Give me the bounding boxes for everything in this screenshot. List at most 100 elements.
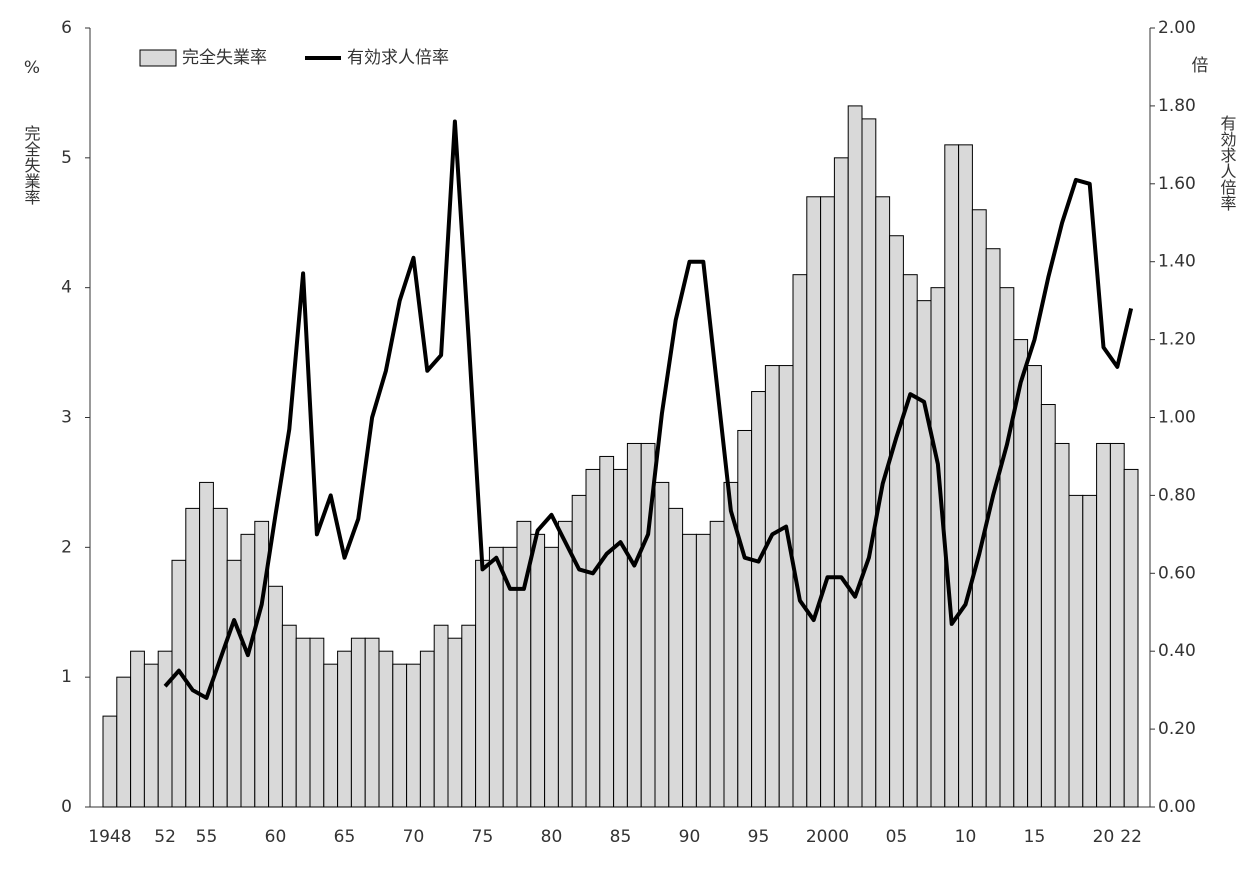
bar [944, 144, 960, 808]
y-tick-label: 6 [61, 18, 72, 38]
bar [557, 520, 573, 808]
bar [916, 300, 932, 808]
bar [1096, 442, 1111, 808]
bar [226, 559, 242, 808]
bar [806, 196, 822, 808]
y2-tick-label: 1.20 [1158, 330, 1196, 350]
bar [461, 624, 477, 808]
bar [682, 533, 697, 808]
bar [378, 650, 394, 808]
bar [778, 365, 794, 808]
x-tick-label: 2000 [806, 827, 849, 847]
bar [930, 287, 946, 808]
y2-tick-label: 0.80 [1158, 485, 1196, 505]
x-tick-label: 22 [1120, 827, 1142, 847]
bar [599, 455, 615, 808]
bar [488, 546, 504, 808]
x-tick-label: 1948 [88, 827, 131, 847]
y2-tick-label: 0.00 [1158, 797, 1196, 817]
bar [309, 637, 325, 808]
legend-label: 有効求人倍率 [347, 48, 449, 68]
y-tick-label: 2 [61, 537, 72, 557]
bar [433, 624, 449, 808]
y-tick-label: 0 [61, 797, 72, 817]
y2-tick-label: 0.20 [1158, 719, 1196, 739]
bar [130, 650, 145, 808]
y-tick-label: 5 [61, 148, 72, 168]
bar [1068, 494, 1084, 808]
bar [820, 196, 835, 808]
y2-tick-label: 1.60 [1158, 174, 1196, 194]
bar [847, 105, 863, 808]
y-tick-label: 1 [61, 667, 72, 687]
y2-tick-label: 1.40 [1158, 252, 1196, 272]
line [163, 119, 1134, 700]
x-tick-label: 05 [886, 827, 908, 847]
bar [530, 533, 546, 808]
y-tick-label: 4 [61, 278, 72, 298]
x-tick-label: 15 [1024, 827, 1046, 847]
y2-tick-label: 1.00 [1158, 408, 1196, 428]
x-tick-label: 52 [154, 827, 176, 847]
y2-tick-label: 0.40 [1158, 641, 1196, 661]
bar [185, 507, 201, 808]
bar [985, 248, 1001, 808]
bar [709, 520, 725, 808]
bar [999, 287, 1015, 808]
bar [281, 624, 297, 808]
x-tick-label: 55 [196, 827, 218, 847]
bar [350, 637, 366, 808]
x-tick-label: 20 [1093, 827, 1115, 847]
x-tick-label: 95 [748, 827, 770, 847]
bar [889, 235, 904, 808]
bar [406, 663, 421, 808]
bar [240, 533, 256, 808]
bar [544, 546, 559, 808]
bar [861, 118, 877, 808]
bar [1040, 404, 1056, 808]
bar [902, 274, 918, 808]
y2-tick-label: 2.00 [1158, 18, 1196, 38]
bar [833, 157, 849, 808]
bar [668, 507, 684, 808]
bar [751, 391, 766, 808]
bar [571, 494, 587, 808]
bar [323, 663, 339, 808]
x-tick-label: 75 [472, 827, 494, 847]
bar [102, 715, 118, 808]
x-tick-label: 10 [955, 827, 977, 847]
bar [116, 676, 132, 808]
bar [764, 365, 780, 808]
bar [737, 429, 753, 808]
legend-swatch [139, 49, 177, 67]
bar [971, 209, 987, 808]
x-tick-label: 85 [610, 827, 632, 847]
bar [654, 481, 670, 808]
bar [626, 442, 642, 808]
y2-tick-label: 1.80 [1158, 96, 1196, 116]
y-unit: % [24, 58, 40, 78]
bar [447, 637, 463, 808]
bar [1054, 442, 1070, 808]
legend-label: 完全失業率 [182, 48, 267, 68]
bar [143, 663, 159, 808]
bar [295, 637, 311, 808]
bar [419, 650, 435, 808]
x-tick-label: 80 [541, 827, 563, 847]
bar [1123, 468, 1139, 808]
bar [171, 559, 187, 808]
x-tick-label: 65 [334, 827, 356, 847]
bar [364, 637, 380, 808]
y2-axis-label: 有効求人倍率 [1218, 115, 1237, 211]
y2-unit: 倍 [1192, 56, 1209, 76]
bar [695, 533, 711, 808]
bar [585, 468, 601, 808]
x-tick-label: 60 [265, 827, 287, 847]
bar [613, 468, 628, 808]
y-tick-label: 3 [61, 408, 72, 428]
bar [157, 650, 173, 808]
y-axis-label: 完全失業率 [22, 125, 41, 205]
bar [337, 650, 352, 808]
bar [268, 585, 283, 808]
